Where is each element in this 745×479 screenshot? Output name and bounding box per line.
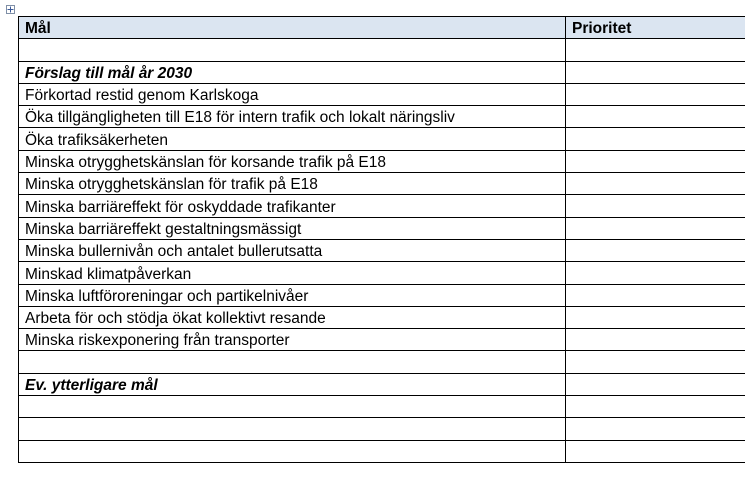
goal-cell[interactable]: Förkortad restid genom Karlskoga: [18, 82, 566, 107]
priority-cell[interactable]: [565, 261, 745, 285]
priority-cell[interactable]: [565, 38, 745, 62]
goal-cell[interactable]: Minska barriäreffekt för oskyddade trafi…: [18, 194, 566, 218]
goal-cell[interactable]: Minska riskexponering från transporter: [18, 328, 566, 352]
priority-cell[interactable]: [565, 149, 745, 174]
table-row: [18, 395, 745, 419]
priority-cell[interactable]: [565, 82, 745, 107]
priority-cell[interactable]: [565, 372, 745, 397]
priority-cell[interactable]: [565, 328, 745, 352]
priority-cell[interactable]: [565, 417, 745, 441]
table-row: Minska otrygghetskänslan för korsande tr…: [18, 149, 745, 174]
goal-cell[interactable]: [18, 395, 566, 419]
table-row: Minskad klimatpåverkan: [18, 261, 745, 285]
table-row: Öka trafiksäkerheten: [18, 127, 745, 151]
section-heading-cell[interactable]: Ev. ytterligare mål: [18, 372, 566, 397]
goal-cell[interactable]: Öka trafiksäkerheten: [18, 127, 566, 151]
priority-cell[interactable]: [565, 105, 745, 129]
goal-cell[interactable]: Arbeta för och stödja ökat kollektivt re…: [18, 305, 566, 330]
section-heading-cell[interactable]: Förslag till mål år 2030: [18, 60, 566, 84]
table-header-row: Mål Prioritet: [18, 15, 745, 40]
table-row: Förslag till mål år 2030: [18, 60, 745, 84]
priority-cell[interactable]: [565, 127, 745, 151]
goal-cell[interactable]: Minska otrygghetskänslan för trafik på E…: [18, 172, 566, 196]
table-row: Förkortad restid genom Karlskoga: [18, 82, 745, 107]
table-row: Minska barriäreffekt för oskyddade trafi…: [18, 194, 745, 218]
table-row: [18, 38, 745, 62]
table-row: Minska barriäreffekt gestaltningsmässigt: [18, 216, 745, 240]
priority-cell[interactable]: [565, 439, 745, 463]
table-row: Öka tillgängligheten till E18 för intern…: [18, 105, 745, 129]
goal-cell[interactable]: Minskad klimatpåverkan: [18, 261, 566, 285]
table-body: Förslag till mål år 2030 Förkortad restid…: [18, 38, 745, 463]
goal-cell[interactable]: Minska bullernivån och antalet bulleruts…: [18, 238, 566, 263]
table-row: Minska otrygghetskänslan för trafik på E…: [18, 172, 745, 196]
table-row: Minska bullernivån och antalet bulleruts…: [18, 238, 745, 263]
priority-cell[interactable]: [565, 216, 745, 240]
priority-cell[interactable]: [565, 238, 745, 263]
goal-cell[interactable]: Minska barriäreffekt gestaltningsmässigt: [18, 216, 566, 240]
goal-cell[interactable]: [18, 439, 566, 463]
goal-cell[interactable]: [18, 417, 566, 441]
header-goal: Mål: [18, 15, 566, 40]
priority-cell[interactable]: [565, 194, 745, 218]
goals-table: Mål Prioritet Förslag till mål år 2030 Fö…: [18, 15, 745, 463]
table-row: [18, 350, 745, 374]
table-row: Arbeta för och stödja ökat kollektivt re…: [18, 305, 745, 330]
priority-cell[interactable]: [565, 305, 745, 330]
goal-cell[interactable]: Minska luftföroreningar och partikelnivå…: [18, 283, 566, 307]
goal-cell[interactable]: [18, 350, 566, 374]
goal-cell[interactable]: Öka tillgängligheten till E18 för intern…: [18, 105, 566, 129]
header-priority: Prioritet: [565, 15, 745, 40]
priority-cell[interactable]: [565, 350, 745, 374]
table-row: [18, 439, 745, 463]
table-row: Ev. ytterligare mål: [18, 372, 745, 397]
table-row: [18, 417, 745, 441]
goal-cell[interactable]: [18, 38, 566, 62]
priority-cell[interactable]: [565, 283, 745, 307]
table-row: Minska luftföroreningar och partikelnivå…: [18, 283, 745, 307]
priority-cell[interactable]: [565, 172, 745, 196]
table-move-handle-icon[interactable]: [6, 5, 15, 14]
priority-cell[interactable]: [565, 60, 745, 84]
priority-cell[interactable]: [565, 395, 745, 419]
table-row: Minska riskexponering från transporter: [18, 328, 745, 352]
goal-cell[interactable]: Minska otrygghetskänslan för korsande tr…: [18, 149, 566, 174]
